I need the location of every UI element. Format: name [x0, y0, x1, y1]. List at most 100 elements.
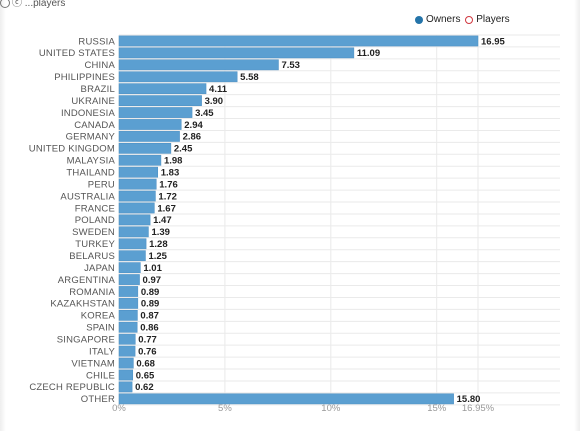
- category-label: KOREA: [81, 311, 116, 322]
- x-tick-label: 0%: [112, 403, 126, 414]
- value-label: 3.45: [195, 108, 214, 119]
- category-label: CHILE: [86, 370, 115, 381]
- category-label: UNITED STATES: [39, 48, 115, 59]
- value-label: 15.80: [457, 394, 481, 405]
- category-label: SWEDEN: [72, 227, 115, 238]
- category-label: ROMANIA: [69, 287, 115, 298]
- value-label: 2.94: [184, 120, 203, 131]
- value-label: 3.90: [205, 96, 224, 107]
- bar-ukraine: [118, 95, 202, 106]
- value-label: 0.77: [138, 335, 157, 346]
- value-label: 1.28: [149, 239, 168, 250]
- category-label: SINGAPORE: [57, 335, 115, 346]
- value-label: 11.09: [357, 48, 380, 59]
- value-label: 1.67: [157, 203, 176, 214]
- x-tick-label: 10%: [321, 403, 341, 414]
- bar-china: [118, 59, 279, 71]
- bar-philippines: [118, 71, 238, 83]
- value-label: 2.45: [174, 144, 193, 155]
- category-label: BRAZIL: [81, 84, 115, 95]
- owners-dot-icon: [415, 15, 423, 24]
- legend: Owners Players: [415, 14, 512, 28]
- bar-canada: [118, 119, 182, 130]
- value-label: 0.89: [141, 299, 160, 310]
- value-label: 2.86: [183, 132, 202, 143]
- legend-label-players: Players: [476, 14, 510, 25]
- value-label: 0.86: [140, 323, 159, 334]
- bar-spain: [118, 321, 138, 333]
- x-tick-label: 15%: [427, 403, 447, 414]
- copyright-icon: [0, 0, 10, 9]
- value-label: 1.47: [153, 215, 172, 226]
- bar-other: [118, 393, 454, 405]
- category-label: ITALY: [89, 346, 115, 357]
- category-label: CHINA: [84, 60, 115, 71]
- bar-turkey: [118, 238, 147, 250]
- category-label: POLAND: [75, 215, 115, 226]
- category-label: GERMANY: [66, 132, 116, 143]
- bar-australia: [118, 190, 156, 202]
- value-label: 1.72: [158, 191, 177, 202]
- value-label: 1.01: [143, 263, 162, 274]
- value-label: 1.25: [148, 251, 167, 262]
- x-tick-label: 5%: [218, 403, 232, 414]
- category-label: TURKEY: [75, 239, 115, 250]
- category-label: PHILIPPINES: [54, 72, 115, 83]
- bar-thailand: [118, 166, 159, 178]
- value-label: 0.68: [136, 358, 155, 369]
- value-label: 4.11: [209, 84, 228, 95]
- bar-singapore: [118, 333, 136, 345]
- value-label: 0.65: [136, 370, 155, 381]
- category-label: UKRAINE: [71, 96, 115, 107]
- value-label: 1.83: [161, 168, 180, 179]
- legend-item-players[interactable]: Players: [465, 14, 510, 25]
- bar-kazakhstan: [118, 298, 139, 309]
- bar-russia: [118, 35, 479, 47]
- bar-korea: [118, 310, 138, 321]
- value-label: 0.97: [143, 275, 162, 286]
- bar-malaysia: [118, 154, 162, 166]
- legend-label-owners: Owners: [426, 14, 461, 25]
- category-label: SPAIN: [86, 323, 115, 334]
- value-label: 0.76: [138, 346, 157, 357]
- bar-sweden: [118, 226, 149, 238]
- category-label: KAZAKHSTAN: [50, 299, 115, 310]
- value-label: 7.53: [281, 60, 300, 71]
- bar-japan: [118, 262, 141, 273]
- category-label: THAILAND: [66, 168, 115, 179]
- bar-united-states: [118, 47, 355, 59]
- bar-argentina: [118, 274, 140, 285]
- bar-romania: [118, 286, 139, 297]
- bar-vietnam: [118, 357, 134, 369]
- legend-item-owners[interactable]: Owners: [415, 14, 460, 25]
- bar-germany: [118, 131, 180, 142]
- category-label: FRANCE: [75, 203, 115, 214]
- category-label: OTHER: [81, 394, 115, 405]
- x-tick-label: 16.95%: [462, 403, 495, 414]
- value-label: 0.87: [140, 311, 159, 322]
- bar-poland: [118, 214, 151, 226]
- value-label: 0.89: [141, 287, 160, 298]
- bar-belarus: [118, 250, 146, 262]
- category-label: RUSSIA: [78, 36, 115, 47]
- category-label: MALAYSIA: [67, 156, 116, 167]
- bar-italy: [118, 345, 136, 357]
- category-label: JAPAN: [84, 263, 115, 274]
- attribution-text: ⓒ ...players: [12, 0, 66, 9]
- bar-peru: [118, 178, 157, 190]
- bar-chile: [118, 369, 134, 381]
- value-label: 1.98: [164, 156, 183, 167]
- bar-indonesia: [118, 107, 193, 118]
- category-label: BELARUS: [69, 251, 115, 262]
- value-label: 1.76: [159, 179, 178, 190]
- value-label: 5.58: [240, 72, 259, 83]
- attribution: ⓒ ...players: [0, 0, 66, 9]
- category-label: PERU: [88, 179, 115, 190]
- category-label: CZECH REPUBLIC: [29, 382, 115, 393]
- players-ring-icon: [465, 15, 474, 24]
- category-label: UNITED KINGDOM: [29, 144, 115, 155]
- bar-brazil: [118, 83, 207, 95]
- category-label: VIETNAM: [71, 358, 115, 369]
